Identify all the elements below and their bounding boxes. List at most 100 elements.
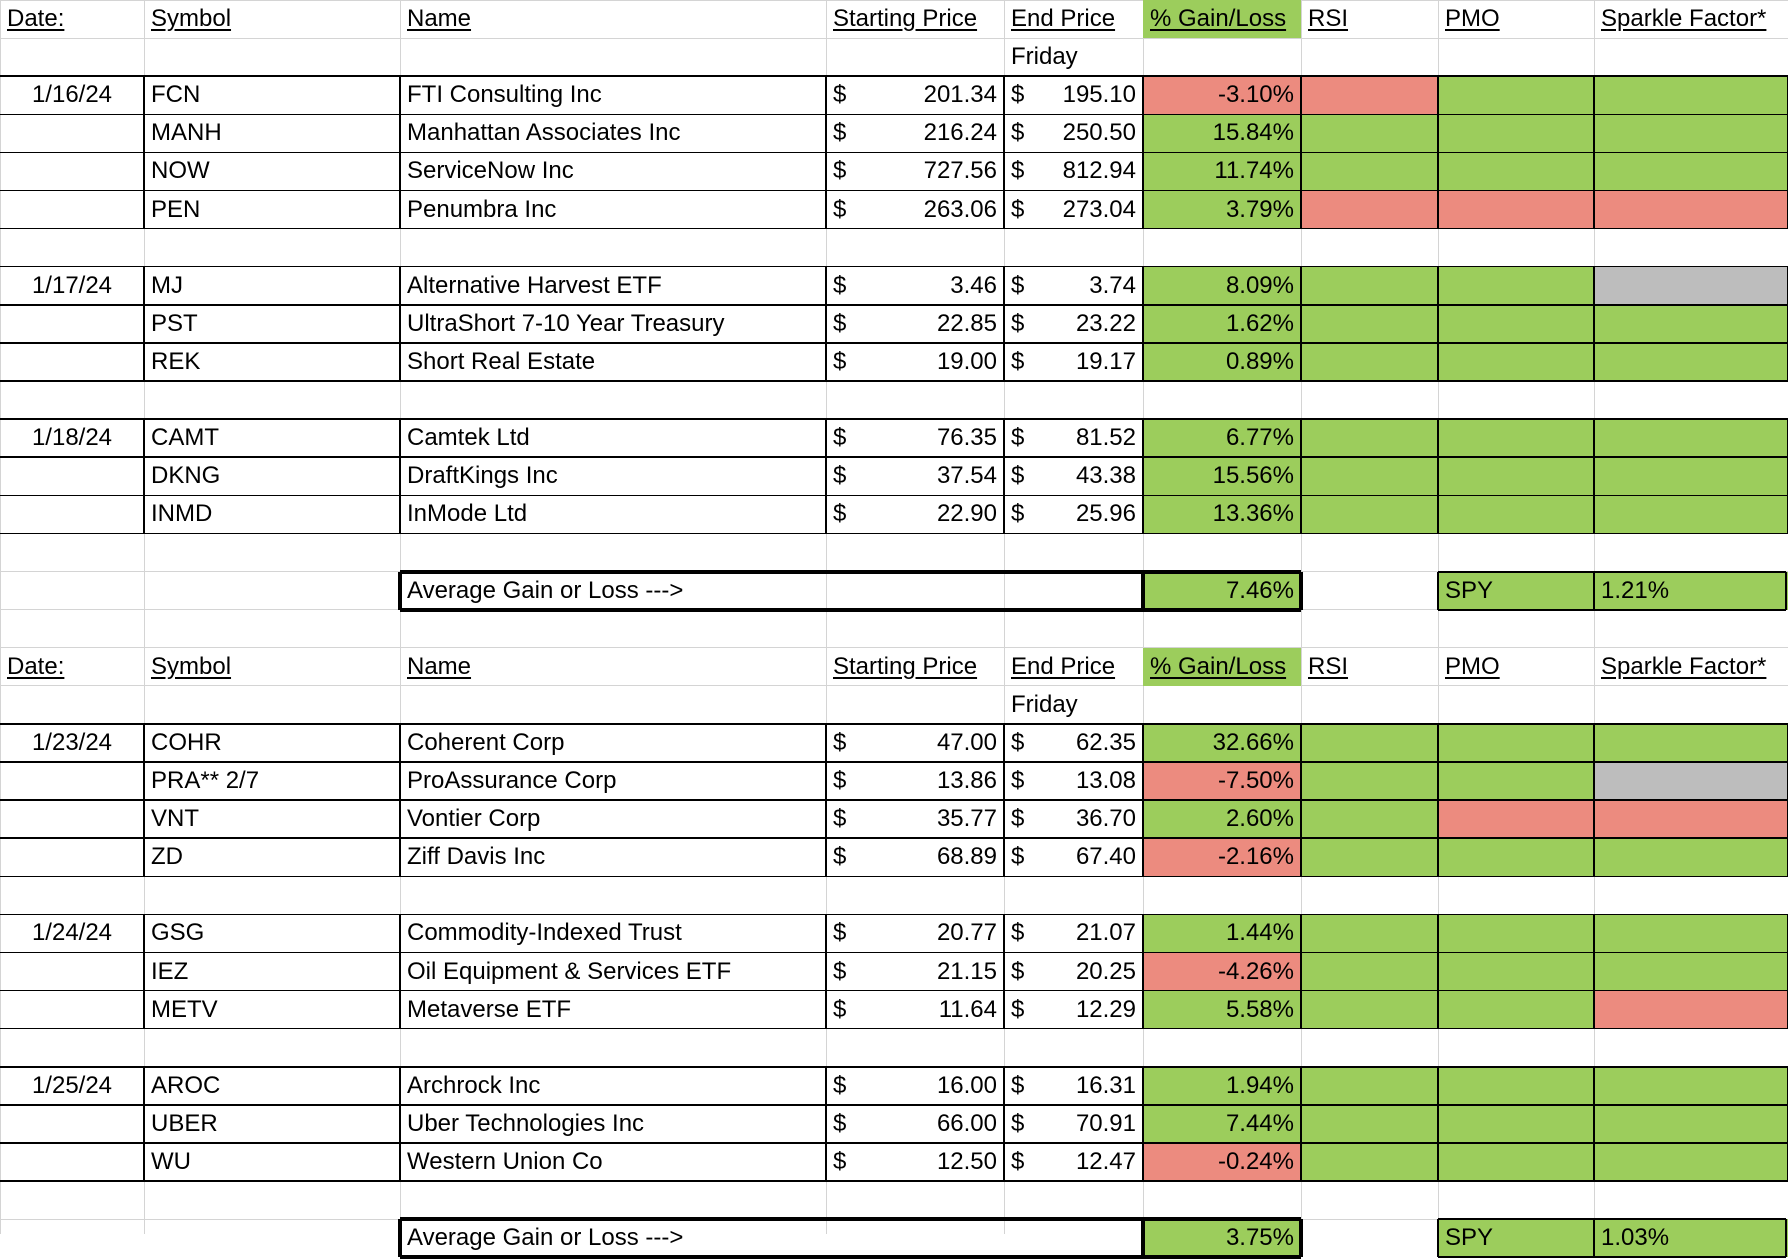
spy-value[interactable]: 1.21% [1594,572,1788,610]
date-cell[interactable]: 1/17/24 [0,267,144,305]
rsi-indicator-cell[interactable] [1301,800,1438,838]
sparkle-indicator-cell[interactable] [1594,800,1788,838]
start-price-cell[interactable]: 13.86 [856,762,1004,800]
start-price-cell[interactable]: 16.00 [856,1067,1004,1105]
end-price-cell[interactable]: 23.22 [1034,305,1143,343]
name-cell[interactable]: Oil Equipment & Services ETF [400,953,826,991]
sparkle-indicator-cell[interactable] [1594,267,1788,305]
symbol-cell[interactable]: UBER [144,1105,400,1143]
start-price-cell[interactable]: 3.46 [856,267,1004,305]
end-price-cell[interactable]: 3.74 [1034,267,1143,305]
spy-label[interactable]: SPY [1438,572,1594,610]
starting-price-header[interactable]: Starting Price [826,0,1004,38]
symbol-cell[interactable]: ZD [144,838,400,876]
end-price-cell[interactable]: 13.08 [1034,762,1143,800]
end-price-cell[interactable]: 250.50 [1034,114,1143,152]
sparkle-indicator-cell[interactable] [1594,76,1788,114]
gain-loss-cell[interactable]: 15.84% [1143,114,1301,152]
pmo-indicator-cell[interactable] [1438,762,1594,800]
gain-loss-cell[interactable]: 8.09% [1143,267,1301,305]
start-price-cell[interactable]: 22.85 [856,305,1004,343]
rsi-indicator-cell[interactable] [1301,953,1438,991]
start-price-cell[interactable]: 68.89 [856,838,1004,876]
pmo-indicator-cell[interactable] [1438,343,1594,381]
pmo-indicator-cell[interactable] [1438,191,1594,229]
symbol-header[interactable]: Symbol [144,648,400,686]
name-cell[interactable]: Commodity-Indexed Trust [400,914,826,952]
end-price-cell[interactable]: 25.96 [1034,495,1143,533]
name-cell[interactable]: Coherent Corp [400,724,826,762]
name-cell[interactable]: Camtek Ltd [400,419,826,457]
gain-loss-cell[interactable]: 11.74% [1143,152,1301,190]
symbol-cell[interactable]: REK [144,343,400,381]
date-header[interactable]: Date: [0,648,144,686]
sparkle-indicator-cell[interactable] [1594,953,1788,991]
starting-price-header[interactable]: Starting Price [826,648,1004,686]
spy-label[interactable]: SPY [1438,1219,1594,1257]
average-gain-value[interactable]: 3.75% [1143,1219,1301,1257]
gain-loss-cell[interactable]: 3.79% [1143,191,1301,229]
gain-loss-cell[interactable]: 6.77% [1143,419,1301,457]
pmo-indicator-cell[interactable] [1438,914,1594,952]
name-cell[interactable]: InMode Ltd [400,495,826,533]
name-cell[interactable]: ProAssurance Corp [400,762,826,800]
sparkle-indicator-cell[interactable] [1594,838,1788,876]
name-header[interactable]: Name [400,648,826,686]
name-cell[interactable]: Uber Technologies Inc [400,1105,826,1143]
date-cell[interactable]: 1/23/24 [0,724,144,762]
start-price-cell[interactable]: 216.24 [856,114,1004,152]
symbol-cell[interactable]: METV [144,991,400,1029]
sparkle-indicator-cell[interactable] [1594,762,1788,800]
start-price-cell[interactable]: 19.00 [856,343,1004,381]
symbol-cell[interactable]: DKNG [144,457,400,495]
gain-loss-cell[interactable]: 0.89% [1143,343,1301,381]
date-cell[interactable]: 1/16/24 [0,76,144,114]
start-price-cell[interactable]: 11.64 [856,991,1004,1029]
date-cell[interactable]: 1/18/24 [0,419,144,457]
end-price-cell[interactable]: 12.47 [1034,1143,1143,1181]
end-price-cell[interactable]: 70.91 [1034,1105,1143,1143]
start-price-cell[interactable]: 12.50 [856,1143,1004,1181]
end-price-cell[interactable]: 12.29 [1034,991,1143,1029]
name-cell[interactable]: Western Union Co [400,1143,826,1181]
gain-loss-cell[interactable]: 1.94% [1143,1067,1301,1105]
sparkle-indicator-cell[interactable] [1594,914,1788,952]
pmo-indicator-cell[interactable] [1438,76,1594,114]
end-price-subheader[interactable]: Friday [1004,38,1143,76]
name-cell[interactable]: FTI Consulting Inc [400,76,826,114]
name-cell[interactable]: Vontier Corp [400,800,826,838]
sparkle-factor-header[interactable]: Sparkle Factor* [1594,648,1788,686]
gain-loss-cell[interactable]: -2.16% [1143,838,1301,876]
symbol-cell[interactable]: INMD [144,495,400,533]
pmo-indicator-cell[interactable] [1438,495,1594,533]
pmo-indicator-cell[interactable] [1438,114,1594,152]
pmo-indicator-cell[interactable] [1438,305,1594,343]
pmo-indicator-cell[interactable] [1438,267,1594,305]
sparkle-indicator-cell[interactable] [1594,152,1788,190]
gain-loss-cell[interactable]: -3.10% [1143,76,1301,114]
end-price-cell[interactable]: 36.70 [1034,800,1143,838]
pmo-indicator-cell[interactable] [1438,991,1594,1029]
pmo-indicator-cell[interactable] [1438,419,1594,457]
name-cell[interactable]: Metaverse ETF [400,991,826,1029]
sparkle-indicator-cell[interactable] [1594,724,1788,762]
sparkle-indicator-cell[interactable] [1594,343,1788,381]
gain-loss-cell[interactable]: 13.36% [1143,495,1301,533]
symbol-cell[interactable]: IEZ [144,953,400,991]
pmo-indicator-cell[interactable] [1438,838,1594,876]
name-cell[interactable]: ServiceNow Inc [400,152,826,190]
sparkle-indicator-cell[interactable] [1594,1105,1788,1143]
symbol-cell[interactable]: PRA** 2/7 [144,762,400,800]
average-gain-value[interactable]: 7.46% [1143,572,1301,610]
rsi-indicator-cell[interactable] [1301,838,1438,876]
rsi-header[interactable]: RSI [1301,0,1438,38]
date-header[interactable]: Date: [0,0,144,38]
pmo-header[interactable]: PMO [1438,0,1594,38]
end-price-cell[interactable]: 43.38 [1034,457,1143,495]
pmo-indicator-cell[interactable] [1438,1105,1594,1143]
rsi-indicator-cell[interactable] [1301,419,1438,457]
spy-value[interactable]: 1.03% [1594,1219,1788,1257]
rsi-indicator-cell[interactable] [1301,495,1438,533]
pmo-indicator-cell[interactable] [1438,1143,1594,1181]
symbol-cell[interactable]: MJ [144,267,400,305]
